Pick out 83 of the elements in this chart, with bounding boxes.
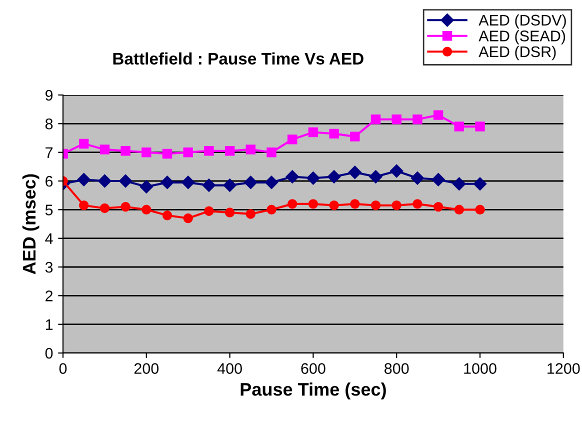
x-tick-label: 1000 bbox=[464, 363, 496, 374]
point bbox=[432, 172, 445, 186]
x-axis-title: Pause Time (sec) bbox=[240, 382, 386, 400]
point bbox=[390, 164, 404, 178]
x-tick-label: 800 bbox=[384, 363, 409, 374]
point bbox=[162, 148, 172, 159]
point bbox=[246, 144, 256, 154]
point bbox=[202, 178, 216, 192]
point bbox=[182, 176, 195, 190]
y-tick-label: 3 bbox=[45, 262, 53, 273]
x-tick-label: 600 bbox=[301, 363, 326, 374]
point bbox=[140, 180, 153, 194]
point bbox=[350, 199, 360, 209]
point bbox=[266, 204, 276, 215]
point bbox=[306, 172, 320, 185]
point bbox=[100, 144, 110, 154]
point bbox=[370, 200, 381, 210]
point bbox=[350, 132, 360, 142]
point bbox=[287, 199, 298, 209]
y-tick-label: 2 bbox=[46, 290, 53, 302]
point bbox=[308, 127, 318, 138]
point bbox=[223, 178, 236, 192]
point bbox=[160, 176, 174, 190]
point bbox=[392, 114, 402, 124]
point bbox=[120, 146, 130, 156]
legend-label: AED (DSDV) bbox=[478, 14, 566, 29]
point bbox=[246, 209, 256, 219]
point bbox=[412, 114, 422, 124]
y-tick-label: 9 bbox=[46, 90, 53, 101]
point bbox=[142, 147, 152, 158]
point bbox=[264, 176, 278, 190]
point bbox=[454, 204, 464, 215]
point bbox=[369, 170, 382, 184]
point bbox=[370, 114, 381, 124]
y-tick-label: 8 bbox=[45, 118, 53, 130]
point bbox=[329, 200, 339, 210]
point bbox=[475, 122, 485, 132]
legend-label: AED (SEAD) bbox=[478, 30, 566, 44]
point bbox=[118, 174, 132, 188]
legend-label: AED (DSR) bbox=[478, 46, 556, 60]
point bbox=[183, 147, 193, 158]
point bbox=[433, 202, 444, 212]
x-tick-label: 400 bbox=[217, 363, 242, 374]
point bbox=[329, 128, 339, 139]
point bbox=[78, 138, 89, 149]
y-tick-label: 4 bbox=[45, 233, 53, 244]
x-tick-label: 200 bbox=[134, 363, 159, 374]
point bbox=[475, 204, 485, 215]
point bbox=[120, 202, 130, 212]
point bbox=[204, 146, 214, 156]
point bbox=[204, 206, 214, 216]
point bbox=[473, 177, 487, 190]
point bbox=[286, 170, 299, 184]
chart-title: Battlefield : Pause Time Vs AED bbox=[113, 52, 364, 65]
y-tick-label: 6 bbox=[46, 176, 53, 187]
point bbox=[287, 134, 298, 144]
point bbox=[452, 177, 466, 190]
point bbox=[327, 170, 341, 184]
point bbox=[183, 213, 193, 224]
point bbox=[348, 166, 362, 179]
y-tick-label: 7 bbox=[46, 147, 53, 158]
point bbox=[392, 200, 402, 210]
point bbox=[410, 172, 424, 185]
point bbox=[454, 122, 464, 132]
y-axis-title: AED (msec) bbox=[22, 174, 40, 274]
point bbox=[224, 146, 235, 156]
y-tick-label: 0 bbox=[45, 348, 53, 359]
point bbox=[412, 199, 422, 209]
point bbox=[266, 147, 276, 158]
point bbox=[77, 172, 90, 186]
point bbox=[244, 176, 258, 190]
x-tick-label: 0 bbox=[59, 363, 67, 374]
point bbox=[78, 200, 89, 210]
point bbox=[308, 199, 318, 209]
point bbox=[142, 204, 152, 215]
point bbox=[433, 110, 444, 120]
point bbox=[98, 174, 112, 188]
point bbox=[224, 208, 235, 218]
x-tick-label: 1200 bbox=[548, 363, 580, 374]
y-tick-label: 5 bbox=[45, 204, 53, 216]
point bbox=[100, 203, 110, 214]
y-tick-label: 1 bbox=[46, 319, 53, 330]
point bbox=[162, 210, 172, 220]
